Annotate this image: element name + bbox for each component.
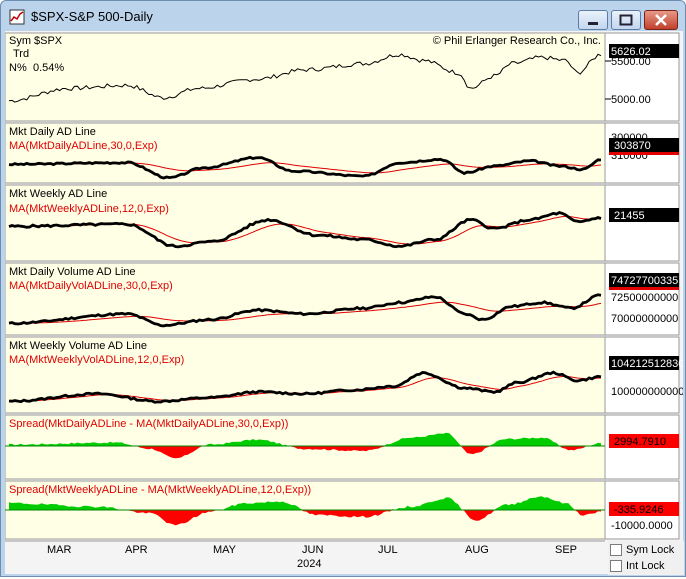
panel-title: Mkt Weekly AD Line xyxy=(9,188,107,200)
close-button[interactable] xyxy=(644,10,678,30)
price-tick: 5500.00 xyxy=(611,56,651,68)
app-icon xyxy=(9,9,25,25)
panel-ma-label: MA(MktWeeklyVolADLine,12,0,Exp) xyxy=(9,354,184,366)
panel-ma-label: MA(MktDailyADLine,30,0,Exp) xyxy=(9,140,158,152)
trd-label: Trd xyxy=(13,48,29,60)
sym-lock-checkbox[interactable]: Sym Lock xyxy=(610,543,674,557)
month-label: MAR xyxy=(47,544,72,556)
month-label: MAY xyxy=(213,544,237,556)
sym-label: Sym xyxy=(9,35,31,47)
maximize-icon xyxy=(619,14,633,26)
panel-last-value: 2994.7910 xyxy=(614,436,666,448)
int-lock-checkbox[interactable]: Int Lock xyxy=(610,559,665,573)
spread-negative-area xyxy=(9,446,601,459)
pct-value: 0.54% xyxy=(33,62,64,74)
ad-line xyxy=(8,210,602,249)
price-panel: 5626.02 5500.00 5000.00 Sym $SPX Trd N% … xyxy=(4,32,680,122)
close-icon xyxy=(655,14,667,26)
axis-tick: 72500000000 xyxy=(611,292,678,304)
panel-title: Spread(MktDailyADLine - MA(MktDailyADLin… xyxy=(9,418,288,430)
daily-ad-line-panel: 300000 310000 303870 Mkt Daily AD Line M… xyxy=(4,122,680,184)
checkbox-box[interactable] xyxy=(610,560,622,572)
checkbox-label: Sym Lock xyxy=(626,544,675,556)
month-label: SEP xyxy=(555,544,577,556)
panel-title: Mkt Weekly Volume AD Line xyxy=(9,340,147,352)
price-series xyxy=(8,53,602,103)
axis-tick: 100000000000 xyxy=(611,386,683,398)
panel-last-value: 104212512830 xyxy=(611,358,683,370)
minimize-button[interactable] xyxy=(578,10,608,30)
time-axis: MAR APR MAY JUN JUL AUG SEP 2024 xyxy=(5,540,605,574)
price-last-value: 5626.02 xyxy=(611,46,651,58)
spread-positive-area xyxy=(9,496,601,510)
panel-last-value: 74727700335 xyxy=(611,275,678,287)
daily-ad-spread-panel: 2994.7910 Spread(MktDailyADLine - MA(Mkt… xyxy=(4,414,680,480)
month-label: JUN xyxy=(302,544,323,556)
axis-tick: 70000000000 xyxy=(611,313,678,325)
panel-ma-label: MA(MktDailyVolADLine,30,0,Exp) xyxy=(9,280,173,292)
daily-volume-ad-line-panel: 74727700335 72500000000 70000000000 Mkt … xyxy=(4,262,680,336)
chart-area: 5626.02 5500.00 5000.00 Sym $SPX Trd N% … xyxy=(4,31,684,574)
weekly-ad-line-panel: 21455 Mkt Weekly AD Line MA(MktWeeklyADL… xyxy=(4,184,680,262)
month-label: JUL xyxy=(378,544,398,556)
checkbox-box[interactable] xyxy=(610,544,622,556)
panel-ma-label: MA(MktWeeklyADLine,12,0,Exp) xyxy=(9,203,169,215)
pct-label: N% xyxy=(9,62,27,74)
panel-title: Mkt Daily Volume AD Line xyxy=(9,266,136,278)
axis-tick: -10000.0000 xyxy=(611,520,673,532)
copyright-text: © Phil Erlanger Research Co., Inc. xyxy=(433,35,601,47)
month-label: APR xyxy=(125,544,148,556)
weekly-ad-spread-panel: -335.9246 -10000.0000 Spread(MktWeeklyAD… xyxy=(4,480,680,540)
spread-positive-area xyxy=(9,432,601,446)
window-title: $SPX-S&P 500-Daily xyxy=(31,9,153,24)
year-label: 2024 xyxy=(297,558,321,570)
panel-title: Mkt Daily AD Line xyxy=(9,126,96,138)
checkbox-label: Int Lock xyxy=(626,560,665,572)
title-bar[interactable]: $SPX-S&P 500-Daily xyxy=(1,1,685,31)
maximize-button[interactable] xyxy=(611,10,641,30)
ad-line xyxy=(8,293,602,328)
sym-value: $SPX xyxy=(34,35,63,47)
panel-last-value: 21455 xyxy=(614,210,645,222)
lock-options: Sym Lock Int Lock xyxy=(608,541,684,575)
weekly-volume-ad-line-panel: 104212512830 100000000000 Mkt Weekly Vol… xyxy=(4,336,684,414)
panel-last-value: -335.9246 xyxy=(614,504,664,516)
ad-line xyxy=(8,155,602,180)
spread-negative-area xyxy=(9,510,601,526)
ad-line xyxy=(8,370,602,404)
panel-title: Spread(MktWeeklyADLine - MA(MktWeeklyADL… xyxy=(9,484,311,496)
minimize-icon xyxy=(588,22,598,25)
panel-last-value: 303870 xyxy=(614,140,651,152)
price-tick: 5000.00 xyxy=(611,94,651,106)
month-label: AUG xyxy=(465,544,489,556)
